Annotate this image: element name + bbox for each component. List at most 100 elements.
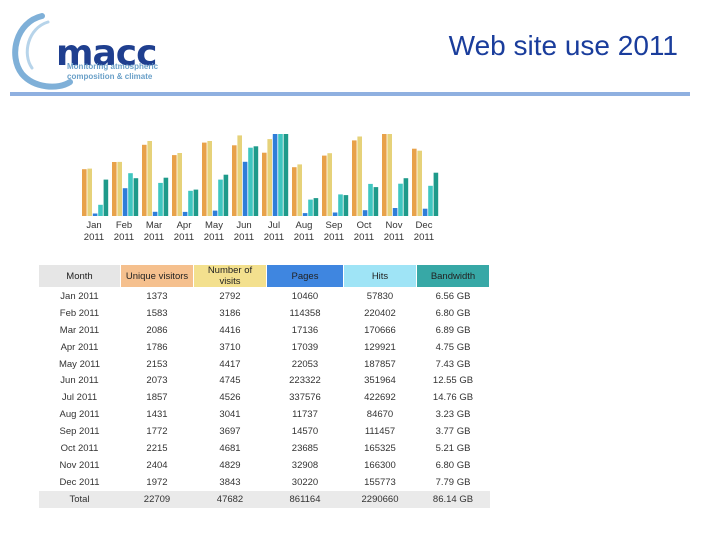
total-row: Total 22709 47682 861164 2290660 86.14 GB [38,490,490,508]
title-divider [10,92,690,96]
x-tick-label-year: 2011 [144,232,164,243]
bar-hits-11 [398,183,403,216]
bar-number-of-visits-2 [117,161,122,216]
x-tick-label-year: 2011 [354,232,374,243]
cell-pages: 337576 [289,392,321,404]
logo-swoosh [12,13,73,90]
cell-number-of-visits: 3843 [219,476,241,488]
bar-number-of-visits-4 [177,153,182,216]
cell-unique-visitors: 1772 [146,426,168,438]
x-tick-label-month: Oct [357,220,372,231]
header-pages: Pages [266,264,344,288]
cell-number-of-visits: 3710 [219,341,241,353]
macc-logo: macc Monitoring atmospheric composition … [8,8,178,90]
x-tick-label-month: Jun [236,220,251,231]
cell-number-of-visits: 3697 [219,426,241,438]
cell-number-of-visits: 4417 [219,358,241,370]
cell-hits: 57830 [366,290,394,302]
header-unique-visitors: Unique visitors [120,264,194,288]
bar-pages-3 [152,211,158,216]
bar-unique-visitors-9 [322,155,327,216]
cell-hits: 165325 [364,442,396,454]
cell-hits: 111457 [364,426,396,438]
cell-bandwidth: 7.79 GB [435,476,471,488]
bar-hits-10 [368,183,373,216]
x-tick-label-year: 2011 [384,232,404,243]
cell-pages: 10460 [291,290,319,302]
cell-pages: 11737 [292,409,318,421]
cell-month: Jul 2011 [61,392,98,404]
bar-hits-9 [338,194,343,216]
table-row: Jan 2011 1373 2792 10460 57830 6.56 GB [39,288,490,305]
bar-hits-4 [188,190,193,216]
cell-hits: 351964 [364,375,396,387]
cell-bandwidth: 4.75 GB [435,341,471,353]
bar-unique-visitors-2 [112,162,117,216]
bar-hits-1 [98,204,103,216]
x-tick-label-month: Sep [326,220,343,231]
cell-month: Feb 2011 [59,307,100,319]
cell-hits: 84670 [366,409,394,421]
bar-number-of-visits-11 [387,134,392,216]
table-row: Feb 2011 1583 3186 114358 220402 6.80 GB [39,305,490,322]
cell-hits: 170666 [364,324,396,336]
cell-number-of-visits: 4416 [219,324,241,336]
table-row: Nov 2011 2404 4829 32908 166300 6.80 GB [39,457,490,474]
bar-pages-2 [122,188,128,216]
cell-number-of-visits: 3186 [219,307,241,319]
header-hits: Hits [343,264,417,288]
bar-unique-visitors-7 [262,152,267,216]
cell-number-of-visits: 47682 [193,490,267,508]
bar-number-of-visits-10 [357,136,362,216]
cell-number-of-visits: 3041 [219,409,241,421]
bar-pages-11 [392,208,398,216]
header-month: Month [38,264,121,288]
cell-month: Mar 2011 [59,324,100,336]
x-tick-label-year: 2011 [114,232,134,243]
cell-hits: 220402 [364,307,396,319]
page-title: Web site use 2011 [448,30,678,61]
table-row: Oct 2011 2215 4681 23685 165325 5.21 GB [39,440,490,457]
bar-pages-8 [302,213,308,216]
bar-bandwidth-6 [253,146,259,216]
x-tick-label-month: Jul [268,220,280,231]
header-number-of-visits: Number of visits [193,264,267,288]
bar-pages-12 [422,208,428,216]
cell-month: Oct 2011 [60,442,99,454]
cell-number-of-visits: 2792 [219,290,241,302]
monthly-bar-chart: Jan 2011 Feb 2011 Mar 2011 Apr 2011 May 2011 Jun 20… [78,126,442,248]
table-row: Mar 2011 2086 4416 17136 170666 6.89 GB [39,322,490,339]
cell-unique-visitors: 1857 [146,392,168,404]
table-row: Sep 2011 1772 3697 14570 111457 3.77 GB [39,423,490,440]
cell-pages: 14570 [291,426,319,438]
cell-bandwidth: 14.76 GB [432,392,474,404]
table-row: Jul 2011 1857 4526 337576 422692 14.76 GB [39,389,490,406]
x-tick-label-year: 2011 [84,232,104,243]
bar-number-of-visits-8 [297,164,302,216]
bar-bandwidth-8 [313,198,319,216]
cell-unique-visitors: 2153 [146,358,168,370]
cell-unique-visitors: 1431 [146,409,168,421]
cell-unique-visitors: 2073 [146,375,168,387]
bar-hits-8 [308,199,313,216]
cell-pages: 22053 [291,358,319,370]
x-tick-label-year: 2011 [294,232,314,243]
table-row: Dec 2011 1972 3843 30220 155773 7.79 GB [39,474,490,491]
cell-bandwidth: 6.89 GB [435,324,471,336]
cell-bandwidth: 3.23 GB [435,409,471,421]
bar-pages-6 [242,161,248,216]
bar-unique-visitors-10 [352,140,357,216]
cell-unique-visitors: 1786 [146,341,168,353]
cell-pages: 114358 [289,307,321,319]
bar-number-of-visits-6 [237,135,242,216]
cell-hits: 155773 [364,476,396,488]
cell-pages: 17039 [291,341,319,353]
x-tick-label-month: Mar [146,220,162,231]
cell-month: Nov 2011 [59,459,100,471]
bar-pages-4 [182,211,188,216]
logo-tagline-2: composition & climate [67,72,153,81]
bar-unique-visitors-5 [202,142,207,216]
cell-pages: 32908 [291,459,319,471]
cell-unique-visitors: 2404 [146,459,168,471]
logo-wordmark: macc [56,33,157,74]
